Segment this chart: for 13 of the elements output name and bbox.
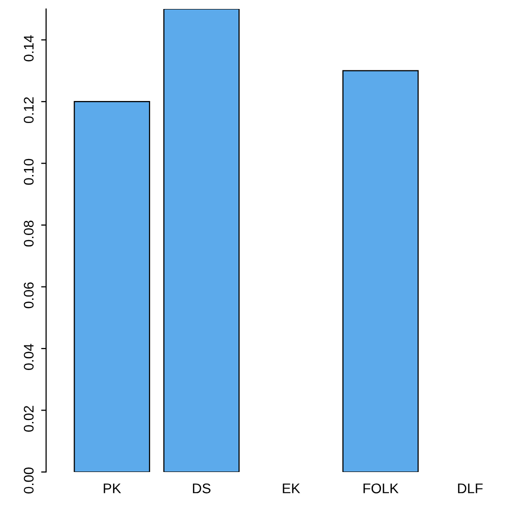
y-tick-label: 0.14 (24, 35, 34, 62)
y-tick-label: 0.00 (24, 468, 34, 494)
x-tick-label: DS (192, 483, 210, 494)
x-tick-label: DLF (458, 484, 483, 494)
x-tick-label: PK (104, 484, 122, 494)
y-tick-label: 0.12 (24, 97, 34, 124)
x-tick-label: EK (282, 484, 300, 494)
y-tick-label: 0.02 (24, 406, 34, 432)
x-tick-label: FOLK (364, 483, 399, 494)
y-tick-label: 0.08 (24, 220, 34, 247)
y-tick-label: 0.06 (24, 282, 34, 308)
y-tick-label: 0.04 (24, 344, 34, 370)
y-tick-label: 0.10 (24, 158, 34, 185)
